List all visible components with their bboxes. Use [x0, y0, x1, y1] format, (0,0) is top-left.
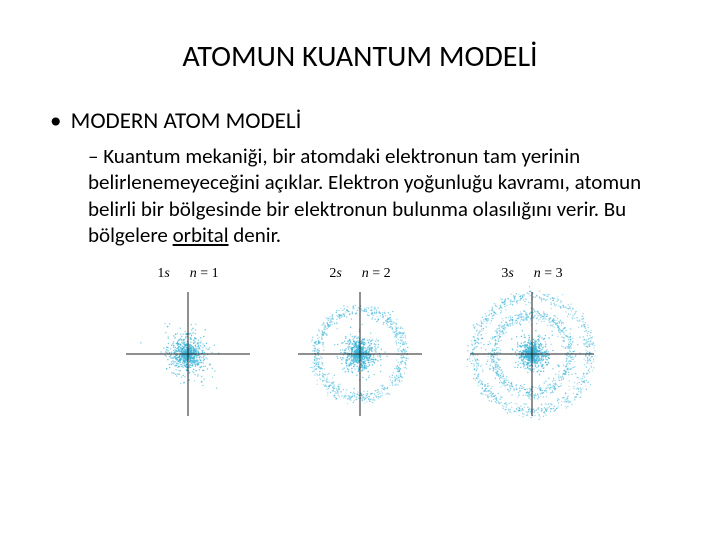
- n-label: n = 1: [190, 266, 219, 282]
- bullet-level-1: MODERN ATOM MODELİ: [50, 107, 680, 135]
- orbital-diagram-row: 1s n = 1 2s n = 2 3s n = 3: [40, 266, 680, 424]
- shell-label: 1s: [157, 266, 169, 282]
- orbital-panel: 2s n = 2: [290, 266, 430, 424]
- orbital-labels: 2s n = 2: [329, 266, 390, 282]
- n-label: n = 2: [362, 266, 391, 282]
- orbital-term: orbital: [173, 222, 229, 248]
- orbital-density-plot: [118, 284, 258, 424]
- orbital-density-plot: [462, 284, 602, 424]
- bullet-level-2: Kuantum mekaniği, bir atomdaki elektronu…: [88, 143, 680, 248]
- orbital-density-plot: [290, 284, 430, 424]
- n-label: n = 3: [534, 266, 563, 282]
- orbital-labels: 1s n = 1: [157, 266, 218, 282]
- orbital-panel: 3s n = 3: [462, 266, 602, 424]
- shell-label: 3s: [501, 266, 513, 282]
- orbital-labels: 3s n = 3: [501, 266, 562, 282]
- body-text-prefix: Kuantum mekaniği, bir atomdaki elektronu…: [88, 143, 641, 248]
- orbital-panel: 1s n = 1: [118, 266, 258, 424]
- body-text-suffix: denir.: [229, 222, 282, 248]
- shell-label: 2s: [329, 266, 341, 282]
- slide-title: ATOMUN KUANTUM MODELİ: [40, 38, 680, 75]
